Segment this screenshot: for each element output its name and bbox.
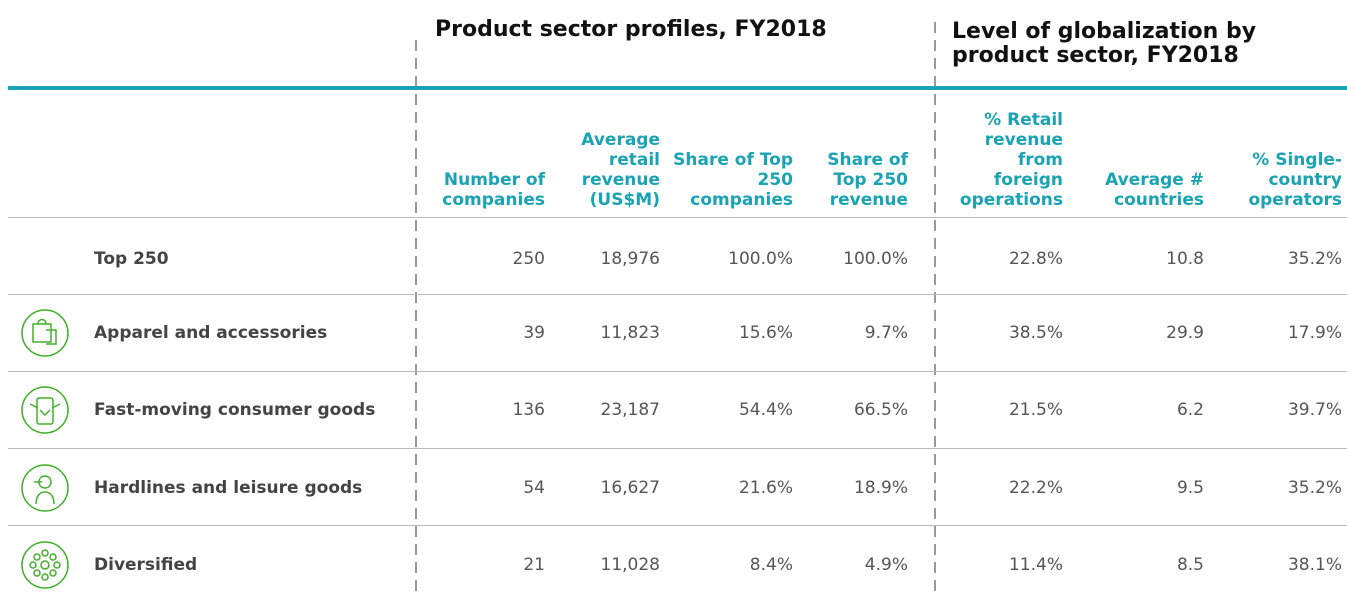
- column-header: Average retail revenue (US$M): [581, 130, 660, 210]
- cell: 39.7%: [1287, 400, 1342, 420]
- cell: 100.0%: [728, 249, 793, 269]
- cell: 4.9%: [864, 555, 908, 575]
- cell: 8.4%: [749, 555, 793, 575]
- icons: [21, 309, 69, 589]
- column-header: Share of Top 250 revenue: [827, 150, 908, 210]
- cell: 9.5: [1176, 478, 1204, 498]
- row-label: Fast-moving consumer goods: [94, 400, 376, 420]
- cell: 21.5%: [1008, 400, 1063, 420]
- cell: 66.5%: [853, 400, 908, 420]
- row-label: Top 250: [94, 249, 169, 269]
- cell: 38.1%: [1287, 555, 1342, 575]
- cell: 21.6%: [738, 478, 793, 498]
- cell: 21: [523, 555, 545, 575]
- row-divider: [8, 294, 1347, 295]
- column-header: % Retail revenue from foreign operations: [959, 110, 1063, 210]
- cell: 54.4%: [738, 400, 793, 420]
- cell: 16,627: [600, 478, 660, 498]
- cell: 18,976: [600, 249, 660, 269]
- group-title: Level of globalization by product sector…: [952, 19, 1257, 68]
- cell: 15.6%: [738, 323, 793, 343]
- cell: 22.8%: [1008, 249, 1063, 269]
- column-header: Number of companies: [442, 170, 545, 210]
- cell: 10.8: [1166, 249, 1204, 269]
- row-divider: [8, 525, 1347, 526]
- cell: 39: [523, 323, 545, 343]
- cell: 250: [512, 249, 545, 269]
- cell: 35.2%: [1287, 478, 1342, 498]
- column-header: Average # countries: [1105, 170, 1204, 210]
- cell: 38.5%: [1008, 323, 1063, 343]
- cell: 9.7%: [864, 323, 908, 343]
- cell: 11,028: [600, 555, 660, 575]
- cell: 136: [512, 400, 545, 420]
- row-divider: [8, 217, 1347, 218]
- row-divider: [8, 448, 1347, 449]
- row-label: Diversified: [94, 555, 198, 575]
- column-header: Share of Top 250 companies: [673, 150, 793, 210]
- row-label: Hardlines and leisure goods: [94, 478, 363, 498]
- cell: 23,187: [600, 400, 660, 420]
- cell: 18.9%: [853, 478, 908, 498]
- row-divider: [8, 371, 1347, 372]
- group-title: Product sector profiles, FY2018: [435, 17, 827, 42]
- header-rule: [8, 86, 1347, 90]
- cell: 22.2%: [1008, 478, 1063, 498]
- cell: 29.9: [1166, 323, 1204, 343]
- column-header: % Single-country operators: [1248, 150, 1342, 210]
- cell: 6.2: [1176, 400, 1204, 420]
- cell: 54: [523, 478, 545, 498]
- cell: 100.0%: [843, 249, 908, 269]
- cell: 11,823: [600, 323, 660, 343]
- cell: 17.9%: [1287, 323, 1342, 343]
- cell: 11.4%: [1008, 555, 1063, 575]
- cell: 8.5: [1176, 555, 1204, 575]
- cell: 35.2%: [1287, 249, 1342, 269]
- row-label: Apparel and accessories: [94, 323, 328, 343]
